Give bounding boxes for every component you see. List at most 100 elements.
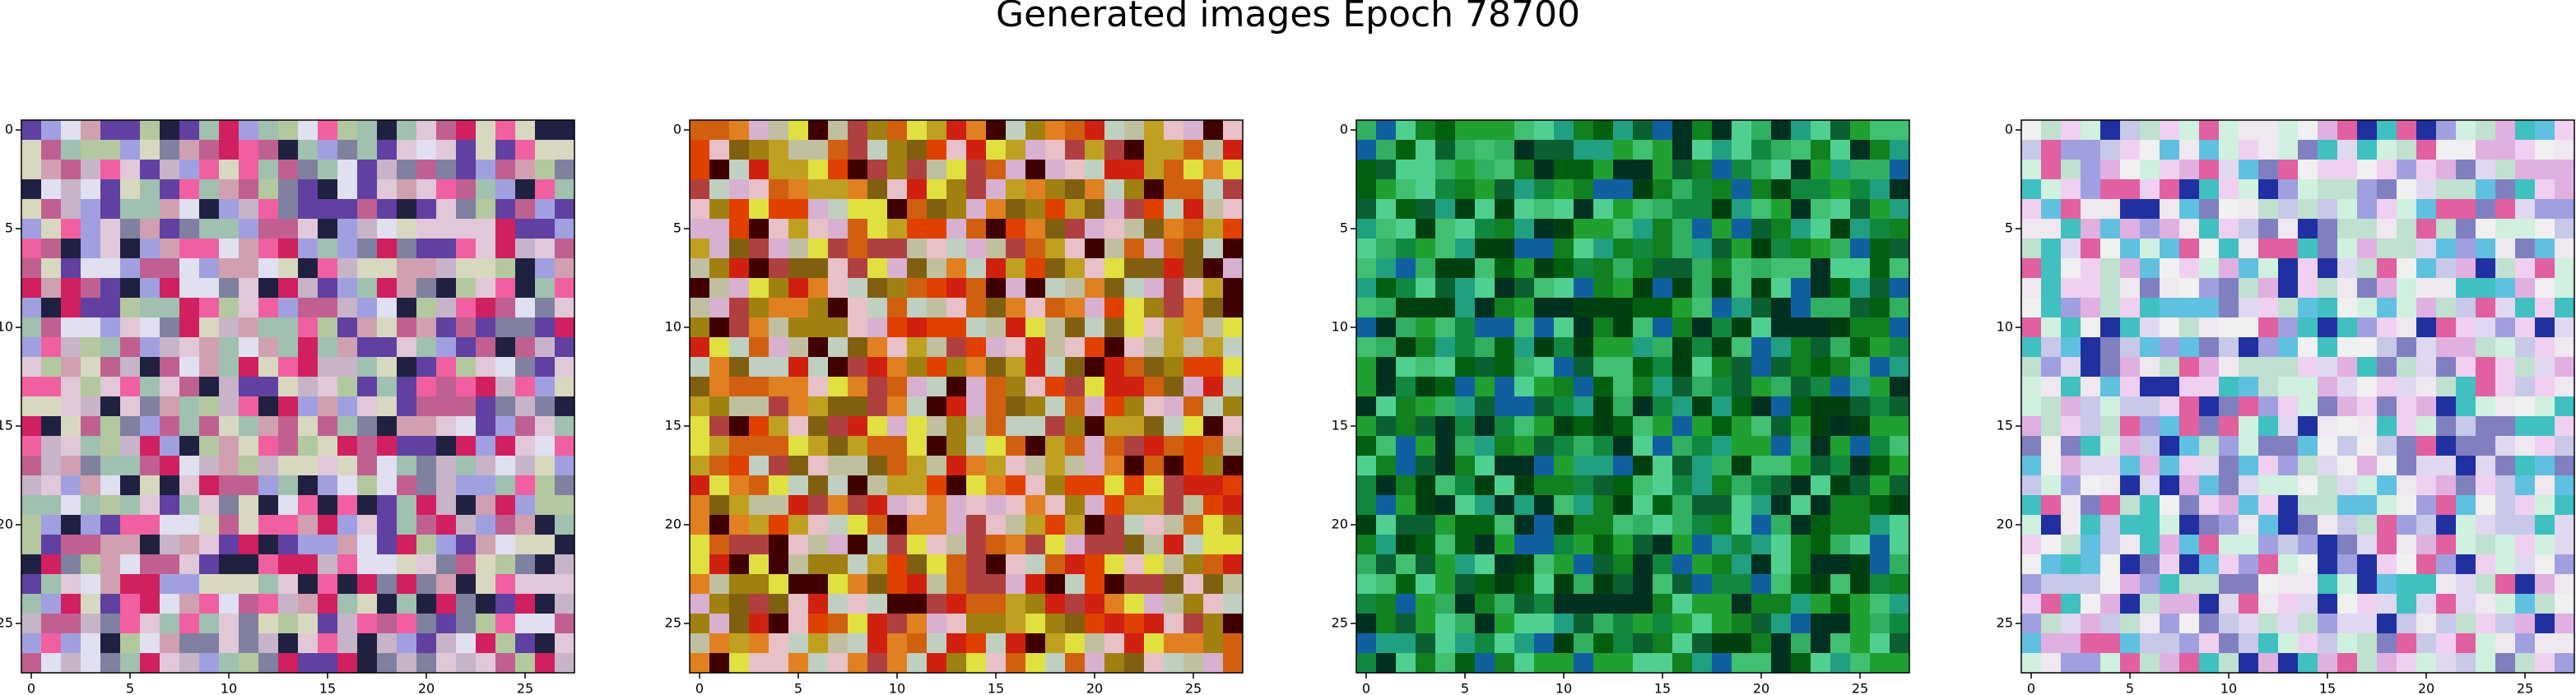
pixel	[2495, 278, 2516, 299]
pixel	[2160, 495, 2180, 516]
pixel	[278, 317, 299, 338]
pixel	[2377, 160, 2397, 180]
pixel	[2081, 456, 2101, 476]
pixel	[709, 495, 730, 516]
pixel	[2239, 239, 2259, 259]
pixel	[986, 396, 1007, 417]
pixel	[397, 614, 417, 634]
pixel	[397, 199, 417, 220]
pixel	[1416, 317, 1436, 338]
pixel	[2100, 298, 2121, 318]
pixel	[709, 140, 730, 160]
pixel	[1771, 278, 1792, 299]
pixel	[476, 140, 496, 160]
pixel	[1203, 475, 1224, 496]
pixel	[1534, 436, 1555, 456]
pixel	[788, 199, 809, 220]
pixel	[2061, 258, 2081, 279]
pixel	[179, 377, 200, 397]
pixel	[100, 160, 121, 180]
pixel	[515, 377, 536, 397]
pixel	[1653, 239, 1673, 259]
pixel	[2239, 594, 2259, 614]
pixel	[535, 337, 556, 358]
pixel	[2298, 258, 2318, 279]
pixel	[2337, 160, 2358, 180]
pixel	[1416, 535, 1436, 555]
pixel	[515, 357, 536, 378]
pixel	[160, 653, 180, 674]
pixel	[1830, 377, 1851, 397]
pixel	[1376, 614, 1397, 634]
pixel	[416, 633, 437, 654]
pixel	[456, 436, 477, 456]
pixel	[2041, 416, 2062, 437]
pixel	[476, 317, 496, 338]
pixel	[1653, 160, 1673, 180]
pixel	[2337, 554, 2358, 575]
pixel	[2337, 219, 2358, 239]
pixel	[2535, 633, 2555, 654]
pixel	[2456, 120, 2476, 141]
pixel	[2021, 574, 2042, 595]
pixel	[1890, 179, 1910, 200]
pixel	[2377, 535, 2397, 555]
pixel	[848, 633, 868, 654]
pixel	[2436, 574, 2457, 595]
pixel	[1495, 140, 1515, 160]
pixel	[2476, 258, 2496, 279]
pixel	[828, 258, 849, 279]
pixel	[337, 278, 358, 299]
pixel	[2456, 456, 2476, 476]
pixel	[788, 140, 809, 160]
pixel	[1791, 160, 1811, 180]
pixel	[749, 298, 770, 318]
pixel	[2377, 456, 2397, 476]
pixel	[2397, 515, 2417, 535]
pixel	[416, 574, 437, 595]
pixel	[2357, 278, 2378, 299]
pixel	[2318, 317, 2338, 338]
pixel	[2179, 140, 2200, 160]
pixel	[337, 317, 358, 338]
pixel	[1045, 495, 1066, 516]
pixel	[1104, 278, 1125, 299]
pixel	[966, 614, 987, 634]
pixel	[2456, 614, 2476, 634]
pixel	[1085, 120, 1105, 141]
pixel	[2377, 357, 2397, 378]
pixel	[1811, 416, 1831, 437]
pixel	[2041, 140, 2062, 160]
pixel	[2061, 554, 2081, 575]
pixel	[1223, 199, 1244, 220]
pixel	[2456, 653, 2476, 674]
pixel	[1574, 120, 1594, 141]
pixel	[1455, 278, 1476, 299]
pixel	[927, 219, 947, 239]
pixel	[828, 140, 849, 160]
pixel	[515, 653, 536, 674]
pixel	[2061, 239, 2081, 259]
pixel	[2278, 140, 2299, 160]
pixel	[828, 574, 849, 595]
pixel	[1514, 633, 1535, 654]
pixel	[1104, 594, 1125, 614]
pixel	[1495, 258, 1515, 279]
pixel	[2555, 337, 2575, 358]
pixel	[808, 357, 829, 378]
pixel	[2120, 357, 2141, 378]
pixel	[258, 594, 279, 614]
pixel	[2140, 179, 2160, 200]
pixel	[1104, 436, 1125, 456]
pixel	[2219, 179, 2239, 200]
pixel	[1006, 278, 1026, 299]
pixel	[318, 535, 338, 555]
pixel	[828, 219, 849, 239]
pixel	[1025, 337, 1046, 358]
pixel	[160, 298, 180, 318]
pixel	[788, 179, 809, 200]
pixel	[966, 357, 987, 378]
pixel	[1144, 436, 1165, 456]
pixel	[2140, 140, 2160, 160]
pixel	[2397, 120, 2417, 141]
